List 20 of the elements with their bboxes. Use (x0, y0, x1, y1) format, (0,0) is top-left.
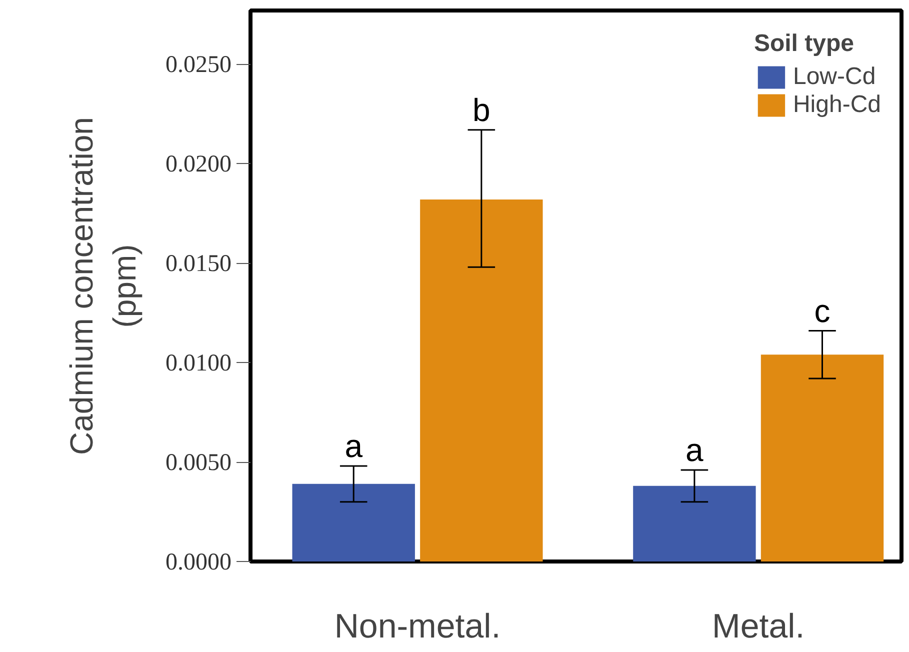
bar (292, 484, 415, 562)
legend-label: High-Cd (792, 91, 881, 119)
y-tick-label: 0.0100 (166, 350, 232, 377)
annotation: b (472, 92, 490, 128)
y-axis-title: Cadmium concentration (ppm) (63, 117, 142, 455)
bar (420, 199, 543, 562)
y-tick-label: 0.0000 (166, 550, 232, 576)
y-tick-label: 0.0050 (166, 450, 232, 476)
annotation: c (814, 292, 830, 329)
x-tick-label: Metal. (712, 608, 805, 646)
annotation: a (344, 428, 363, 464)
y-tick-label: 0.0150 (166, 251, 232, 278)
bar (760, 354, 884, 562)
legend-title: Soil type (754, 30, 855, 58)
legend-label: Low-Cd (792, 63, 876, 91)
x-tick-label: Non-metal. (334, 608, 501, 646)
y-tick-label: 0.0250 (166, 52, 232, 78)
y-tick-label: 0.0200 (166, 152, 232, 178)
bar (633, 486, 756, 562)
annotation: a (686, 432, 704, 468)
